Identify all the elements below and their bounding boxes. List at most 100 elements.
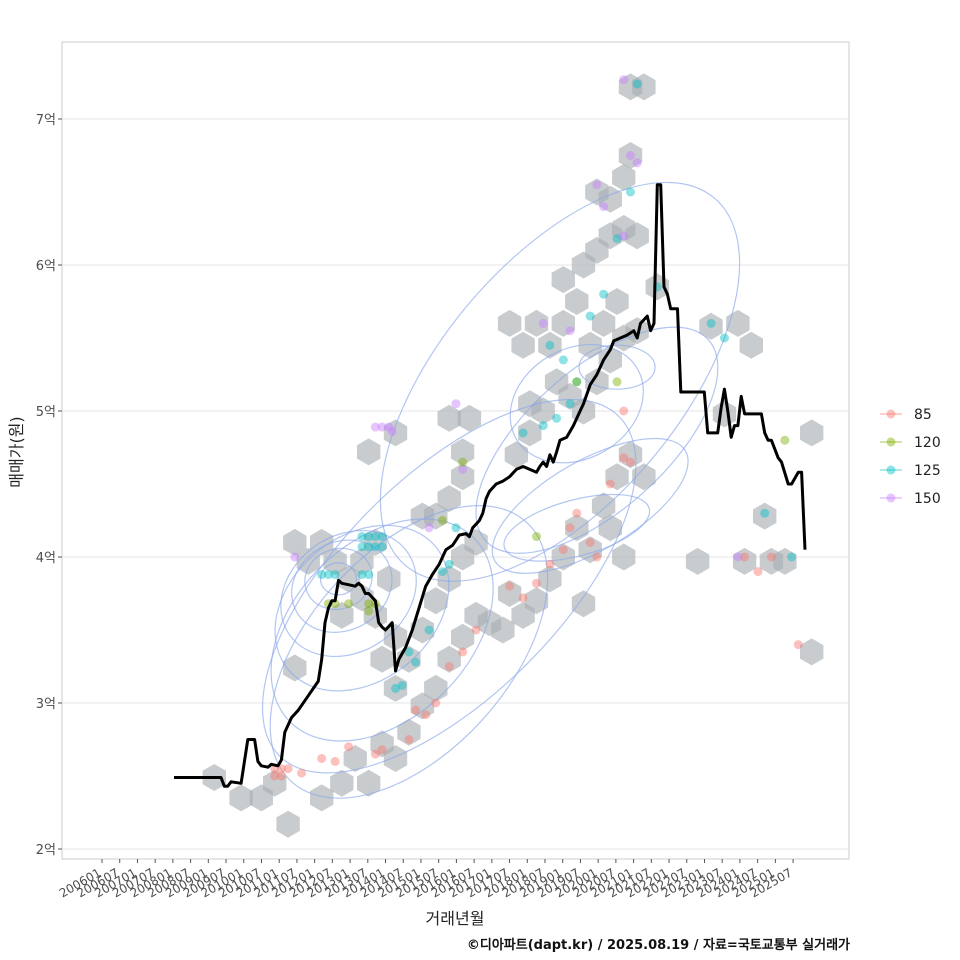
density-contours bbox=[261, 181, 741, 799]
scatter-point-85 bbox=[297, 768, 307, 778]
scatter-point-150 bbox=[377, 422, 387, 432]
hexbin-cell bbox=[800, 419, 824, 447]
hexbin-cell bbox=[437, 485, 461, 513]
hexbin-cell bbox=[591, 492, 616, 520]
hexbin-cell bbox=[524, 587, 549, 615]
hexbin-cell bbox=[363, 528, 388, 556]
scatter-point-125 bbox=[357, 542, 367, 552]
density-contour bbox=[291, 539, 393, 633]
hexbin-cell bbox=[632, 463, 656, 491]
scatter-point-120 bbox=[364, 599, 374, 609]
scatter-point-125 bbox=[364, 542, 374, 552]
scatter-point-85 bbox=[565, 523, 575, 533]
hexbin-cell bbox=[410, 692, 435, 720]
scatter-point-85 bbox=[411, 705, 421, 715]
scatter-point-125 bbox=[599, 289, 609, 299]
median-line-layer bbox=[174, 183, 807, 788]
density-contour bbox=[491, 437, 689, 574]
hexbin-cell bbox=[343, 745, 367, 772]
scatter-point-150 bbox=[565, 326, 575, 336]
hexbin-cell bbox=[598, 346, 622, 374]
hexbin-cell bbox=[451, 438, 475, 466]
scatter-point-85 bbox=[592, 552, 602, 562]
hexbin-cell bbox=[598, 514, 622, 542]
hexbin-cell bbox=[591, 309, 616, 337]
scatter-point-125 bbox=[558, 355, 568, 365]
scatter-point-120 bbox=[572, 377, 582, 387]
x-axis-title: 거래년월 bbox=[426, 909, 485, 928]
scatter-point-125 bbox=[424, 625, 434, 635]
hexbin-cell bbox=[350, 547, 374, 575]
scatter-point-150 bbox=[592, 180, 602, 190]
scatter-point-125 bbox=[719, 333, 729, 343]
density-contour bbox=[280, 529, 417, 658]
y-axis-title: 매매가(원) bbox=[7, 416, 26, 487]
scatter-point-125 bbox=[364, 532, 374, 542]
legend-label: 125 bbox=[914, 463, 941, 479]
scatter-point-85 bbox=[605, 479, 615, 489]
hexbin-cell bbox=[632, 73, 656, 101]
scatter-point-85 bbox=[317, 753, 327, 763]
scatter-point-85 bbox=[572, 508, 582, 518]
scatter-point-85 bbox=[531, 578, 541, 588]
scatter-point-125 bbox=[391, 683, 401, 693]
scatter-point-125 bbox=[787, 552, 797, 562]
legend: 85 120 125 150 bbox=[880, 407, 941, 507]
scatter-point-85 bbox=[518, 593, 528, 603]
hexbin-cell bbox=[397, 718, 421, 746]
legend-key-point bbox=[886, 409, 896, 419]
hexbin-cell bbox=[612, 543, 636, 571]
hexbin-cell bbox=[323, 547, 347, 575]
hexbin-cell bbox=[726, 309, 750, 337]
scatter-point-125 bbox=[397, 680, 407, 690]
scatter-point-150 bbox=[458, 464, 468, 474]
scatter-point-150 bbox=[619, 75, 629, 85]
scatter-point-125 bbox=[357, 570, 367, 580]
legend-label: 150 bbox=[914, 491, 941, 507]
scatter-point-125 bbox=[377, 532, 387, 542]
gridlines bbox=[62, 118, 849, 850]
hexbin-cell bbox=[773, 547, 797, 575]
scatter-point-85 bbox=[344, 742, 354, 752]
scatter-point-125 bbox=[370, 532, 380, 542]
scatter-point-85 bbox=[619, 406, 629, 416]
hexbin-cell bbox=[451, 623, 475, 651]
scatter-point-85 bbox=[558, 545, 568, 555]
scatter-point-125 bbox=[552, 413, 562, 423]
scatter-point-85 bbox=[619, 453, 629, 463]
hexbin-cell bbox=[511, 331, 535, 359]
scatter-point-85 bbox=[330, 756, 340, 766]
hexbin-cell bbox=[699, 312, 723, 340]
hexbin-cell bbox=[571, 590, 596, 618]
legend-key-point bbox=[886, 437, 896, 447]
scatter-point-150 bbox=[599, 202, 609, 212]
scatter-point-85 bbox=[766, 552, 776, 562]
scatter-point-85 bbox=[431, 698, 441, 708]
hexbin-cell bbox=[753, 502, 777, 530]
hexbin-cell bbox=[732, 547, 757, 575]
hexbin-cell bbox=[457, 404, 482, 432]
hexbin-cell bbox=[578, 331, 602, 359]
scatter-point-85 bbox=[585, 537, 595, 547]
density-contour bbox=[319, 562, 358, 596]
hexbin-cell bbox=[229, 784, 253, 812]
scatter-point-120 bbox=[364, 606, 374, 616]
y-tick-label: 7억 bbox=[36, 113, 56, 128]
hexbin-cell bbox=[618, 142, 643, 169]
scatter-point-120 bbox=[344, 599, 354, 609]
scatter-point-85 bbox=[753, 567, 763, 577]
scatter-point-125 bbox=[538, 421, 548, 431]
y-tick-label: 5억 bbox=[36, 405, 56, 420]
hexbin-cell bbox=[625, 317, 649, 345]
hexbin-cell bbox=[538, 565, 562, 593]
hexbin-cell bbox=[370, 645, 394, 673]
legend-label: 85 bbox=[914, 407, 932, 423]
hexbin-cell bbox=[497, 580, 522, 607]
scatter-point-150 bbox=[619, 231, 629, 241]
scatter-point-85 bbox=[404, 735, 414, 744]
hexbin-cell bbox=[377, 565, 401, 593]
x-axis-ticks: 2006012006072007012007072008012008072009… bbox=[57, 859, 795, 901]
hexbin-cell bbox=[424, 587, 448, 615]
hexbin-cell bbox=[437, 404, 461, 432]
hexbin-cell bbox=[437, 565, 461, 593]
